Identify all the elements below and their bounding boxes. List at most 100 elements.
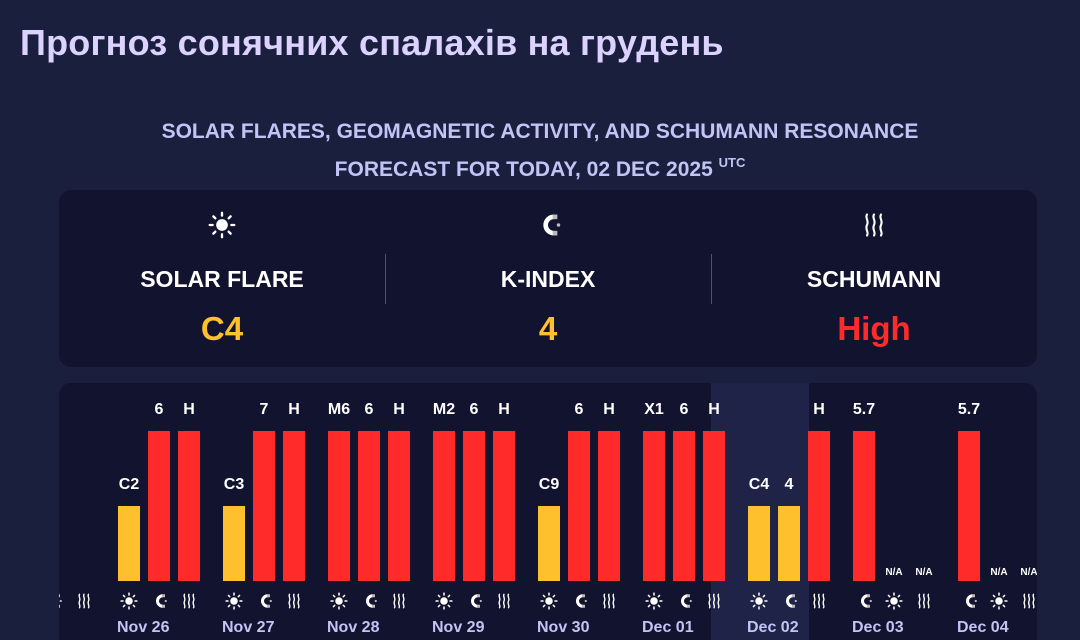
- bar-kindex: [148, 431, 170, 581]
- bar-solar: [748, 506, 770, 581]
- bar-schumann: [178, 431, 200, 581]
- date-label: Nov 30: [537, 619, 590, 636]
- bar-value-label: N/A: [915, 567, 933, 578]
- bar-value-label: 6: [154, 401, 164, 418]
- bar-value-label: C3: [223, 476, 245, 493]
- sun-icon: [988, 590, 1010, 612]
- bar-value-label: N/A: [1020, 567, 1037, 578]
- bar-kindex: [568, 431, 590, 581]
- summary-label: SOLAR FLARE: [140, 266, 304, 292]
- waves-icon: [73, 590, 95, 612]
- bar-kindex: [958, 431, 980, 581]
- waves-icon: [703, 590, 725, 612]
- magnet-icon: [148, 590, 170, 612]
- bar-value-label: 5.7: [852, 401, 876, 418]
- waves-icon: [913, 590, 935, 612]
- page-title: Прогноз сонячних спалахів на грудень: [20, 22, 724, 63]
- date-label: Dec 03: [852, 619, 904, 636]
- waves-icon: [859, 210, 889, 240]
- bar-kindex: [673, 431, 695, 581]
- magnet-icon: [533, 210, 563, 240]
- sun-icon: [223, 590, 245, 612]
- waves-icon: [388, 590, 410, 612]
- magnet-icon: [568, 590, 590, 612]
- bar-kindex: [778, 506, 800, 581]
- bar-kindex: [853, 431, 875, 581]
- bar-schumann: [598, 431, 620, 581]
- magnet-icon: [958, 590, 980, 612]
- summary-k-index: K-INDEX 4: [385, 190, 711, 367]
- bar-value-label: 7: [259, 401, 269, 418]
- date-label: Dec 02: [747, 619, 799, 636]
- date-label: Nov 29: [432, 619, 485, 636]
- bar-value-label: 4: [784, 476, 794, 493]
- summary-value: C4: [200, 310, 244, 347]
- summary-label: SCHUMANN: [806, 266, 942, 292]
- magnet-icon: [463, 590, 485, 612]
- bar-value-label: 6: [364, 401, 374, 418]
- bar-solar: [328, 431, 350, 581]
- bar-value-label: M6: [327, 401, 351, 418]
- bar-solar: [223, 506, 245, 581]
- sun-icon: [433, 590, 455, 612]
- bar-value-label: H: [288, 401, 300, 418]
- bar-value-label: 6: [679, 401, 689, 418]
- bar-value-label: H: [498, 401, 510, 418]
- summary-schumann: SCHUMANN High: [711, 190, 1037, 367]
- bar-schumann: [388, 431, 410, 581]
- bar-value-label: H: [708, 401, 720, 418]
- subtitle-line-2: FORECAST FOR TODAY, 02 DEC 2025 UTC: [0, 147, 1080, 185]
- bar-value-label: H: [183, 401, 195, 418]
- utc-label: UTC: [718, 155, 746, 170]
- bar-value-label: X1: [644, 401, 664, 418]
- forecast-subtitle: SOLAR FLARES, GEOMAGNETIC ACTIVITY, AND …: [0, 116, 1080, 185]
- bar-kindex: [463, 431, 485, 581]
- sun-icon: [207, 210, 237, 240]
- bar-kindex: [253, 431, 275, 581]
- sun-icon: [538, 590, 560, 612]
- magnet-icon: [59, 590, 65, 612]
- summary-label: K-INDEX: [500, 266, 596, 292]
- bar-solar: [643, 431, 665, 581]
- bar-value-label: N/A: [885, 567, 903, 578]
- waves-icon: [808, 590, 830, 612]
- sun-icon: [883, 590, 905, 612]
- magnet-icon: [673, 590, 695, 612]
- subtitle-line-1: SOLAR FLARES, GEOMAGNETIC ACTIVITY, AND …: [161, 120, 919, 143]
- today-summary-card: SOLAR FLARE C4 K-INDEX 4 SCHUMANN High: [59, 190, 1037, 367]
- bar-value-label: C9: [538, 476, 560, 493]
- date-label: Nov 27: [222, 619, 275, 636]
- bar-value-label: H: [603, 401, 615, 418]
- magnet-icon: [253, 590, 275, 612]
- bar-schumann: [493, 431, 515, 581]
- bar-solar: [433, 431, 455, 581]
- bar-value-label: M2: [432, 401, 456, 418]
- magnet-icon: [358, 590, 380, 612]
- date-label: Dec 04: [957, 619, 1009, 636]
- date-label: Nov 26: [117, 619, 170, 636]
- bar-schumann: [808, 431, 830, 581]
- date-label: Nov 28: [327, 619, 380, 636]
- bar-value-label: 6: [574, 401, 584, 418]
- date-label: Dec 01: [642, 619, 694, 636]
- bar-schumann: [283, 431, 305, 581]
- bar-kindex: [358, 431, 380, 581]
- summary-value: High: [837, 310, 911, 347]
- summary-solar-flare: SOLAR FLARE C4: [59, 190, 385, 367]
- bar-value-label: C4: [748, 476, 770, 493]
- sun-icon: [328, 590, 350, 612]
- bar-value-label: 5.7: [957, 401, 981, 418]
- bar-solar: [538, 506, 560, 581]
- daily-forecast-chart: C2 6 H Nov 26 C3 7 H Nov 27 M6 6 H Nov 28 M2 6 H Nov 29…: [59, 383, 1037, 640]
- sun-icon: [748, 590, 770, 612]
- waves-icon: [283, 590, 305, 612]
- bar-value-label: 6: [469, 401, 479, 418]
- bar-value-label: N/A: [990, 567, 1008, 578]
- bar-value-label: H: [813, 401, 825, 418]
- waves-icon: [178, 590, 200, 612]
- sun-icon: [643, 590, 665, 612]
- bar-schumann: [703, 431, 725, 581]
- magnet-icon: [853, 590, 875, 612]
- subtitle-date: FORECAST FOR TODAY, 02 DEC 2025: [334, 158, 713, 181]
- sun-icon: [118, 590, 140, 612]
